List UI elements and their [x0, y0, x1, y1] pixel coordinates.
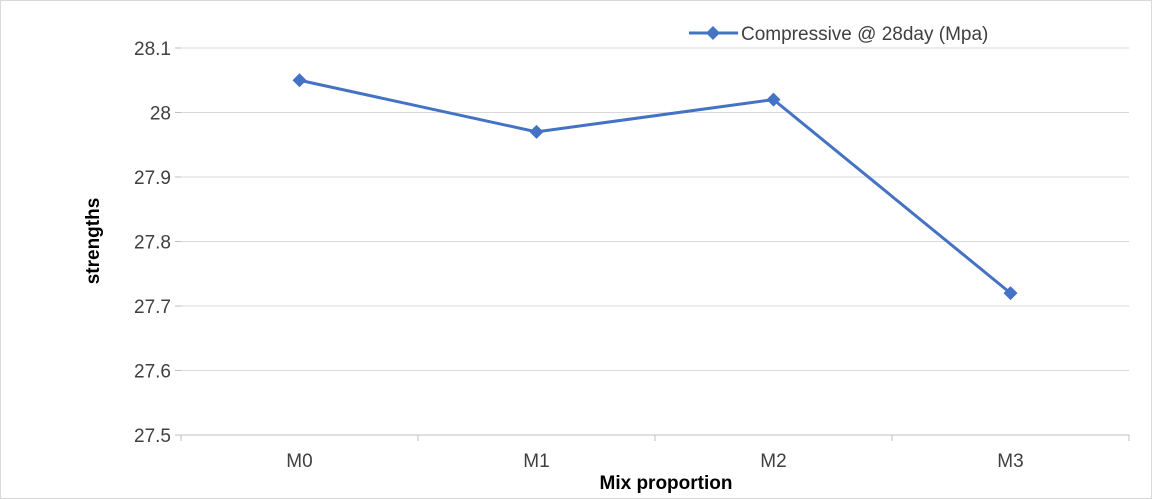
- y-tick-label: 27.8: [134, 233, 171, 254]
- x-tick-label: M0: [286, 451, 312, 472]
- series-line: [299, 78, 1012, 295]
- data-point-marker: [1003, 286, 1018, 301]
- legend-label: Compressive @ 28day (Mpa): [741, 24, 988, 45]
- y-tick-label: 27.6: [134, 362, 171, 383]
- x-tick-label: M3: [997, 451, 1023, 472]
- data-point-marker: [292, 73, 307, 88]
- gridlines: [175, 47, 1130, 441]
- y-axis-ticks: 27.5 27.6 27.7 27.8 27.9 28 28.1: [134, 39, 171, 447]
- data-point-marker: [766, 92, 781, 107]
- legend: Compressive @ 28day (Mpa): [689, 24, 988, 45]
- x-tick-label: M1: [523, 451, 549, 472]
- y-tick-label: 28.1: [134, 39, 171, 60]
- x-tick-label: M2: [760, 451, 786, 472]
- y-axis-title: strengths: [83, 198, 104, 285]
- x-axis-title: Mix proportion: [600, 473, 733, 494]
- y-tick-label: 27.5: [134, 426, 171, 447]
- y-tick-label: 28: [150, 104, 171, 125]
- y-tick-label: 27.9: [134, 168, 171, 189]
- y-tick-label: 27.7: [134, 297, 171, 318]
- x-axis-ticks: M0 M1 M2 M3: [286, 451, 1023, 472]
- legend-diamond-marker: [706, 26, 720, 40]
- data-point-marker: [529, 124, 544, 139]
- series-compressive: [292, 73, 1018, 301]
